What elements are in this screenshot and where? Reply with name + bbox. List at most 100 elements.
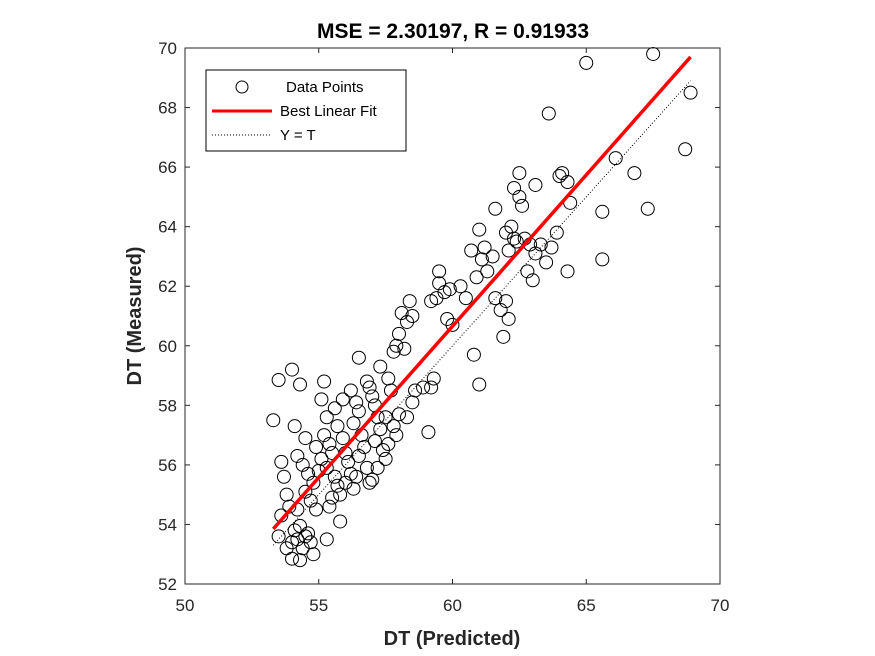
data-point — [298, 484, 313, 499]
data-point — [560, 175, 575, 189]
legend: Data Points Best Linear Fit Y = T — [205, 69, 407, 152]
legend-marker-data-points — [235, 80, 249, 94]
data-point — [295, 457, 310, 472]
data-point — [293, 377, 308, 392]
data-point — [394, 306, 409, 321]
data-point — [458, 291, 473, 306]
data-point — [480, 264, 495, 279]
data-point — [442, 282, 457, 297]
chart-title: MSE = 2.30197, R = 0.91933 — [317, 20, 589, 43]
data-point — [359, 374, 374, 389]
data-point — [351, 404, 366, 419]
data-point — [335, 392, 350, 407]
data-point — [507, 231, 522, 246]
data-point — [303, 493, 318, 508]
data-point — [287, 419, 302, 434]
x-axis-ticks: 50 55 60 65 70 — [176, 48, 730, 615]
data-point — [426, 371, 441, 386]
data-point — [595, 204, 610, 219]
data-point — [266, 413, 281, 428]
data-point — [301, 466, 316, 481]
data-point — [549, 225, 564, 240]
data-point — [359, 460, 374, 475]
data-point — [381, 437, 396, 452]
y-tick-label: 56 — [158, 456, 177, 475]
data-point — [515, 198, 530, 213]
y-axis-label: DT (Measured) — [124, 247, 146, 386]
data-point — [528, 246, 543, 261]
data-point — [378, 451, 393, 466]
data-point — [314, 392, 329, 407]
data-point — [365, 389, 380, 404]
data-point — [330, 478, 345, 493]
data-point — [499, 294, 513, 309]
data-point — [472, 222, 487, 237]
identity-line — [272, 80, 691, 546]
data-point — [373, 422, 388, 437]
legend-label-data-points: Data Points — [286, 79, 364, 96]
data-point — [512, 189, 527, 204]
data-point — [314, 451, 329, 466]
data-point — [274, 454, 289, 469]
data-point — [472, 377, 487, 392]
y-tick-label: 60 — [158, 337, 177, 356]
data-point — [319, 410, 334, 425]
data-point — [466, 347, 481, 362]
data-point — [528, 177, 543, 192]
y-tick-label: 52 — [158, 575, 177, 594]
data-point — [346, 416, 361, 431]
data-point — [539, 255, 554, 270]
data-point — [290, 448, 305, 463]
x-tick-label: 50 — [176, 596, 195, 615]
data-point — [322, 437, 337, 452]
data-point — [309, 440, 324, 455]
data-point — [608, 151, 623, 166]
x-tick-label: 60 — [443, 596, 462, 615]
data-point — [343, 383, 358, 398]
data-point — [488, 291, 503, 306]
data-point — [555, 166, 570, 181]
data-point — [362, 380, 377, 395]
data-point — [421, 425, 436, 440]
data-point — [351, 350, 366, 365]
data-point — [627, 166, 642, 181]
data-point — [293, 553, 308, 568]
data-point — [488, 201, 503, 216]
data-point — [525, 273, 540, 288]
data-point — [496, 329, 511, 344]
data-point — [474, 252, 489, 267]
data-point — [317, 428, 332, 443]
data-point — [325, 490, 340, 505]
x-tick-label: 70 — [711, 596, 730, 615]
y-axis-ticks: 52 54 56 58 60 62 64 66 68 70 — [158, 39, 720, 594]
x-tick-label: 55 — [309, 596, 328, 615]
data-point — [392, 326, 406, 341]
y-tick-label: 58 — [158, 396, 177, 415]
x-axis-label: DT (Predicted) — [384, 628, 521, 650]
data-point — [392, 407, 406, 422]
data-point — [432, 264, 447, 279]
data-point — [397, 341, 412, 356]
data-point — [402, 294, 417, 309]
data-point — [464, 243, 479, 258]
data-point — [646, 46, 661, 61]
data-point — [333, 514, 348, 529]
legend-label-identity: Y = T — [280, 127, 316, 144]
data-point — [485, 249, 500, 264]
data-point — [365, 472, 380, 487]
data-point — [285, 362, 299, 377]
data-point — [317, 374, 332, 389]
data-point — [285, 551, 299, 566]
y-tick-label: 70 — [158, 39, 177, 58]
data-point — [290, 532, 305, 547]
data-point — [424, 380, 439, 395]
data-point — [544, 240, 559, 255]
data-point — [509, 234, 524, 249]
data-point — [357, 440, 372, 455]
data-point — [533, 237, 548, 252]
data-point — [579, 55, 594, 70]
data-point — [298, 431, 313, 446]
data-point — [309, 502, 324, 517]
data-point — [367, 434, 382, 449]
